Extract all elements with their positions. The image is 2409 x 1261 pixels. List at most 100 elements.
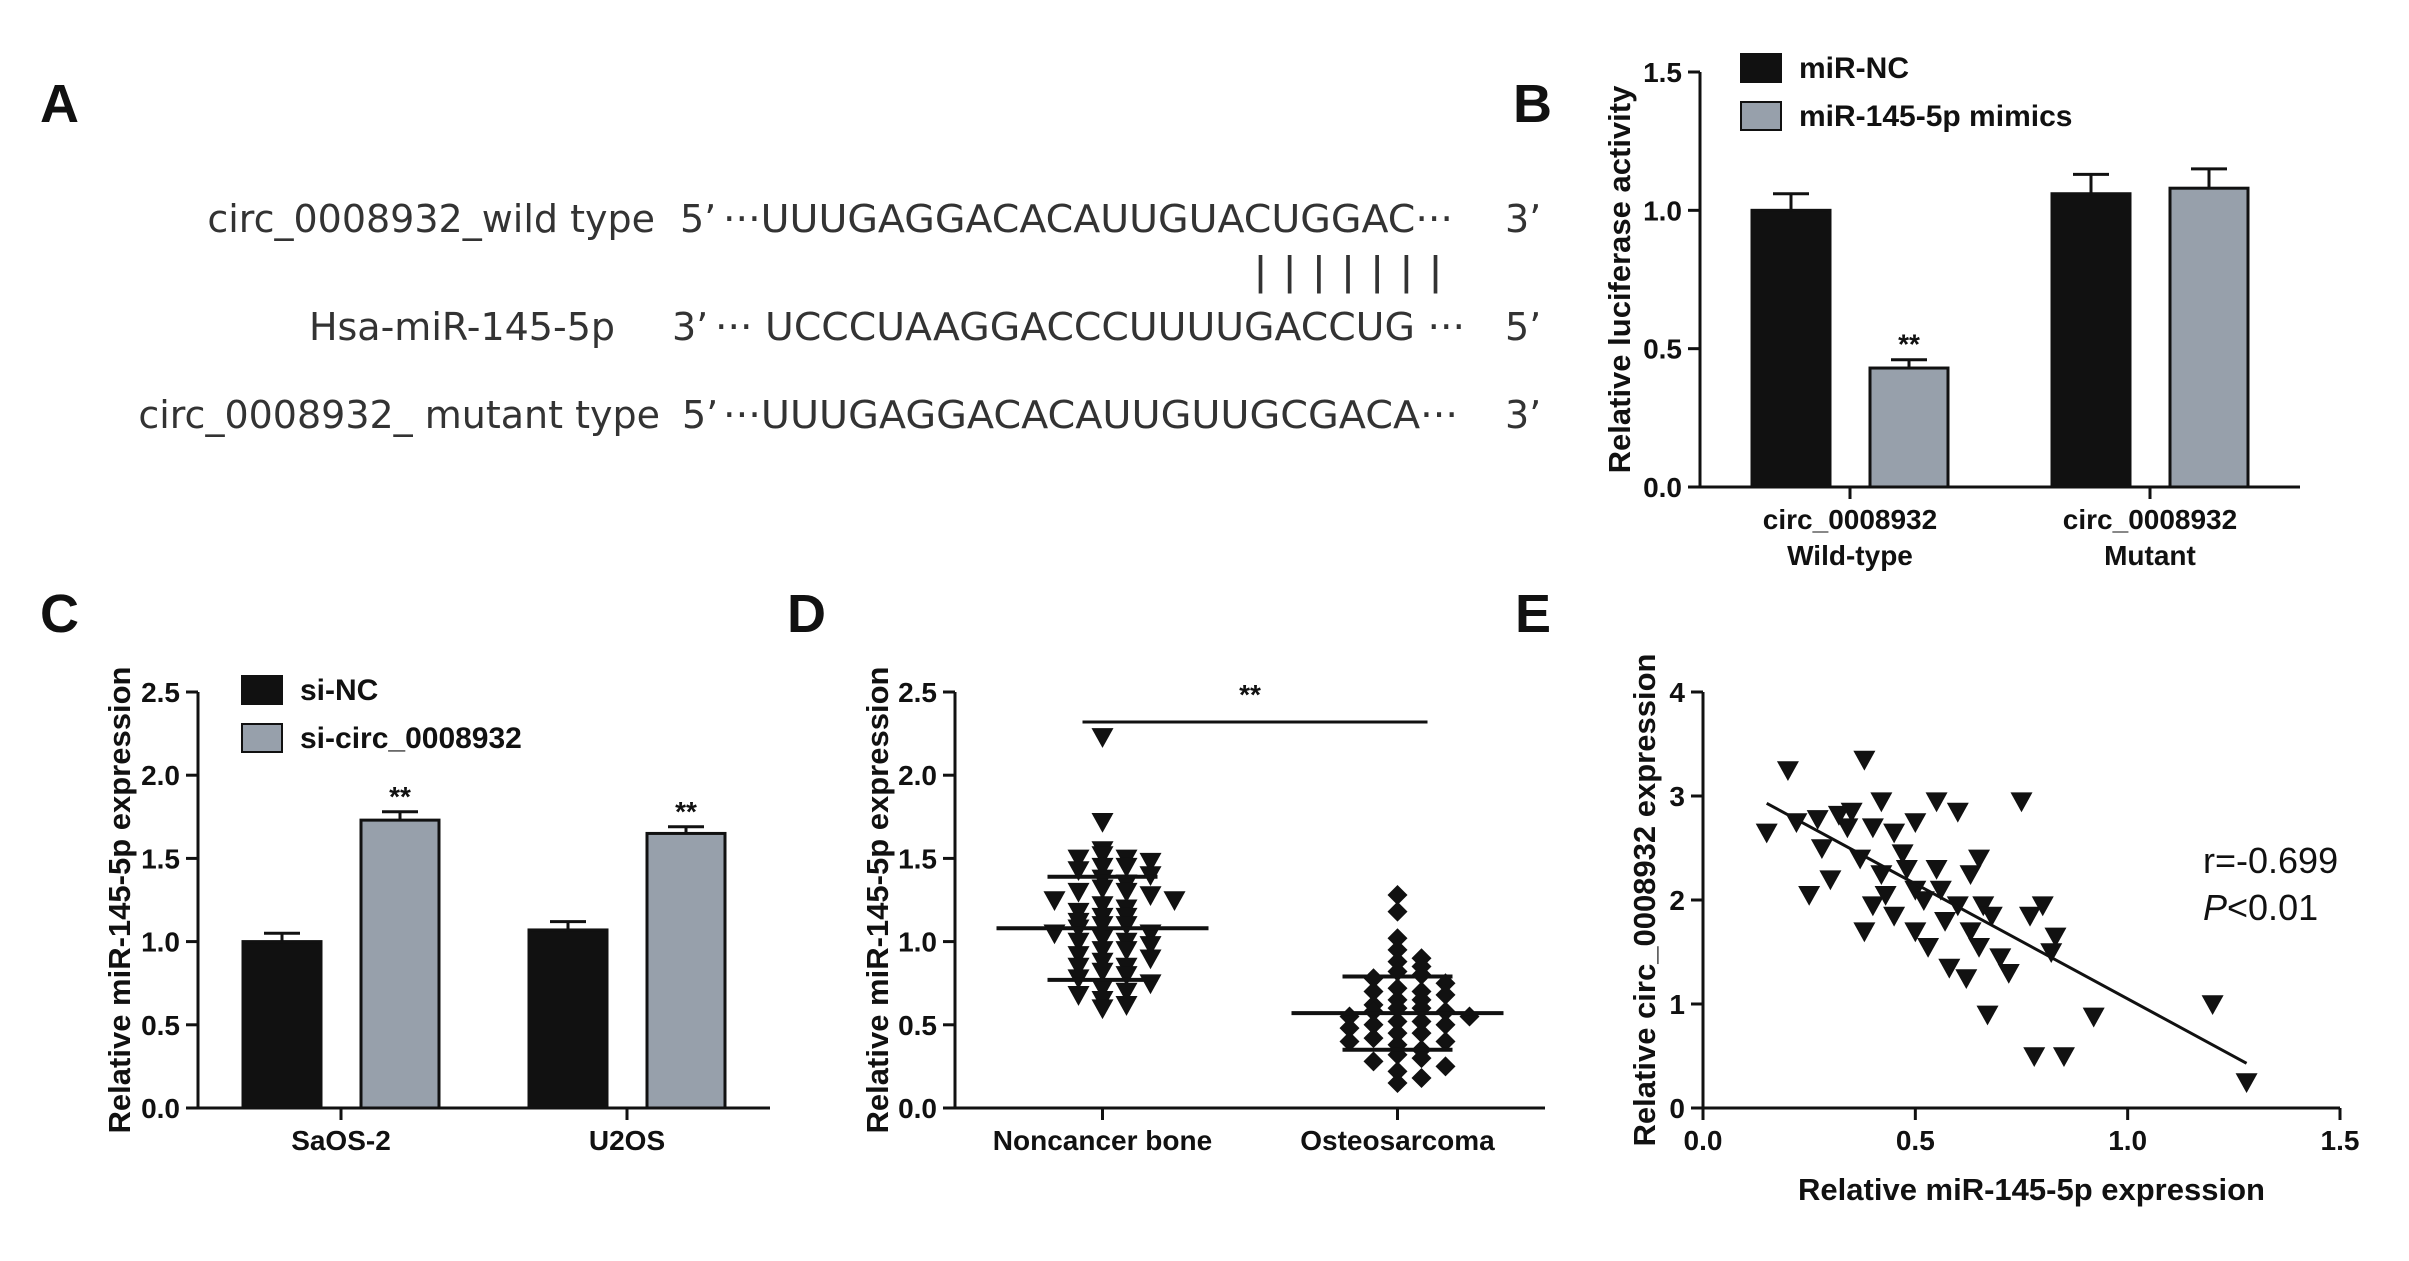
panel-e-point	[1972, 896, 1995, 917]
panel-e-point	[1819, 870, 1842, 891]
panel-d-point	[1363, 1028, 1384, 1049]
panel-d-point	[1411, 1023, 1432, 1044]
p-value-letter: P	[2203, 887, 2227, 928]
panel-b-legend-label: miR-145-5p mimics	[1799, 100, 2072, 133]
panel-d-point	[1043, 891, 1066, 911]
panel-d-point	[1091, 979, 1114, 1000]
panel-b-bar	[2050, 192, 2132, 489]
panel-d-point	[1067, 902, 1090, 923]
panel-b-bar	[1750, 208, 1832, 489]
panel-e-point	[1968, 849, 1991, 870]
panel-e-point	[1806, 810, 1829, 830]
panel-d-significance: **	[1239, 679, 1261, 710]
panel-d-x-tick-label: Noncancer bone	[993, 1125, 1212, 1156]
panel-e-point	[1989, 948, 2012, 969]
panel-e-point	[1925, 792, 1948, 813]
panel-e-point	[1853, 922, 1876, 943]
panel-b-x-tick-label: circ_0008932	[1763, 504, 1937, 535]
panel-e-point	[2040, 943, 2063, 963]
panel-e-point	[2082, 1007, 2105, 1028]
panel-e-point	[2031, 896, 2054, 917]
panel-d-point	[1115, 916, 1138, 936]
panel-d-x-tick-label: Osteosarcoma	[1300, 1125, 1495, 1156]
panel-d-point	[1115, 882, 1138, 903]
panel-c-significance: **	[675, 796, 697, 827]
panel-d-point	[1387, 939, 1408, 960]
panel-e-y-tick-label: 2	[1669, 885, 1685, 916]
panel-e-point	[2023, 1047, 2046, 1067]
panel-letter-b: B	[1513, 74, 1552, 134]
panel-d-y-tick-label: 0.5	[898, 1010, 937, 1041]
panel-d-point	[1387, 1061, 1408, 1082]
panel-c-legend-label: si-NC	[300, 674, 378, 707]
panel-d-point	[1387, 885, 1408, 906]
panel-e-x-tick-label: 1.0	[2108, 1125, 2147, 1156]
panel-d-point	[1387, 1073, 1408, 1094]
panel-e-point	[1836, 818, 1859, 839]
panel-e-point	[1917, 938, 1940, 958]
panel-e-point	[1755, 823, 1778, 844]
panel-d-point	[1091, 812, 1114, 833]
panel-e-point	[1959, 922, 1982, 943]
panel-e-point	[1904, 922, 1927, 943]
mutant-type-sequence: ···UUUGAGGACACAUUGUUGCGACA···	[723, 393, 1458, 437]
panel-e-point	[1883, 906, 1906, 927]
panel-e-point	[1946, 802, 1969, 823]
mirna-sequence: ··· UCCCUAAGGACCCUUUUGACCUG ···	[715, 305, 1465, 349]
panel-d-point	[1387, 928, 1408, 949]
panel-c-bar	[645, 831, 727, 1110]
panel-e-point	[1785, 813, 1808, 833]
panel-e-x-tick-label: 1.5	[2321, 1125, 2360, 1156]
panel-d-point	[1115, 941, 1138, 961]
panel-e-y-tick-label: 0	[1669, 1093, 1685, 1124]
wild-type-sequence: ···UUUGAGGACACAUUGUACUGGAC···	[723, 197, 1453, 241]
panel-e-point	[1955, 969, 1978, 989]
wild-type-label: circ_0008932_wild type	[207, 197, 655, 241]
panel-d-point	[1067, 986, 1090, 1006]
mutant-type-label: circ_0008932_ mutant type	[138, 393, 660, 437]
panel-e-x-tick-label: 0.0	[1684, 1125, 1723, 1156]
panel-c-y-tick-label: 2.5	[141, 677, 180, 708]
panel-d-point	[1435, 1056, 1456, 1077]
panel-b-legend-label: miR-NC	[1799, 52, 1909, 85]
panel-d-point	[1139, 949, 1162, 970]
panel-d-point	[1067, 882, 1090, 903]
panel-c-y-tick-label: 2.0	[141, 760, 180, 791]
panel-e-y-tick-label: 4	[1669, 677, 1685, 708]
panel-e-point	[1798, 886, 1821, 906]
panel-d-point	[1363, 1051, 1384, 1072]
panel-c-y-axis-label: Relative miR-145-5p expression	[102, 667, 137, 1134]
panel-c-legend-label: si-circ_0008932	[300, 722, 522, 755]
panel-d-point	[1435, 1014, 1456, 1035]
panel-d-point	[1139, 852, 1162, 873]
panel-e-point	[1849, 849, 1872, 870]
panel-c-x-tick-label: SaOS-2	[291, 1125, 391, 1156]
panel-d-point	[1339, 1018, 1360, 1039]
panel-b-legend-swatch	[1740, 101, 1782, 131]
panel-c-y-tick-label: 1.0	[141, 927, 180, 958]
panel-b-bar	[2168, 186, 2250, 489]
mirna-3-end: 3’	[672, 305, 708, 349]
panel-c-bar	[241, 940, 323, 1110]
panel-d-point	[1163, 891, 1186, 911]
panel-e-point	[2201, 995, 2224, 1015]
panel-e-point	[1976, 1005, 1999, 1026]
panel-e-point	[1861, 896, 1884, 917]
panel-d-y-tick-label: 2.5	[898, 677, 937, 708]
panel-d-y-tick-label: 1.0	[898, 927, 937, 958]
panel-e-y-tick-label: 3	[1669, 781, 1685, 812]
panel-b-x-tick-label: Wild-type	[1787, 540, 1913, 571]
panel-d-y-tick-label: 0.0	[898, 1093, 937, 1124]
panel-d-point	[1411, 1048, 1432, 1069]
panel-e-point	[1870, 865, 1893, 885]
panel-letter-d: D	[787, 584, 826, 644]
panel-d-point	[1411, 1068, 1432, 1089]
panel-b-y-axis-label: Relative luciferase activity	[1602, 85, 1637, 473]
panel-e-point	[1810, 839, 1833, 859]
panel-e-point	[1938, 958, 1961, 979]
panel-e-point	[1840, 802, 1863, 823]
panel-d-point	[1067, 932, 1090, 953]
base-pairing-marks: | | | | | | |	[1253, 249, 1443, 294]
